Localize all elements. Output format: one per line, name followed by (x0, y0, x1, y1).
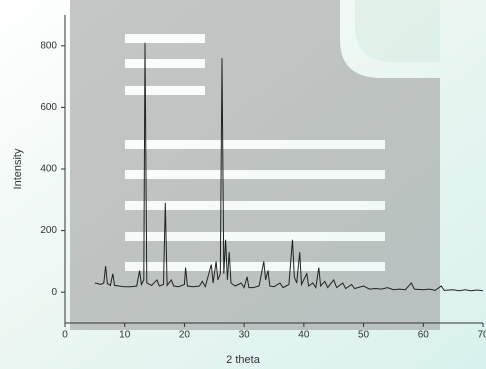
x-tick-label: 30 (239, 330, 251, 341)
x-tick-label: 20 (179, 330, 191, 341)
watermark (70, 0, 440, 330)
x-tick-label: 70 (477, 330, 486, 341)
x-tick-label: 0 (62, 330, 68, 341)
y-tick-label: 600 (40, 102, 57, 113)
data-line (94, 42, 484, 292)
y-tick-label: 200 (40, 225, 57, 236)
x-axis-label: 2 theta (226, 354, 261, 366)
y-tick-label: 0 (51, 287, 57, 298)
y-tick-label: 400 (40, 164, 57, 175)
x-tick-label: 50 (358, 330, 370, 341)
x-tick-label: 40 (298, 330, 310, 341)
y-axis-label: Intensity (12, 148, 24, 189)
x-tick-label: 10 (119, 330, 131, 341)
x-tick-label: 60 (418, 330, 430, 341)
y-tick-label: 800 (40, 40, 57, 51)
